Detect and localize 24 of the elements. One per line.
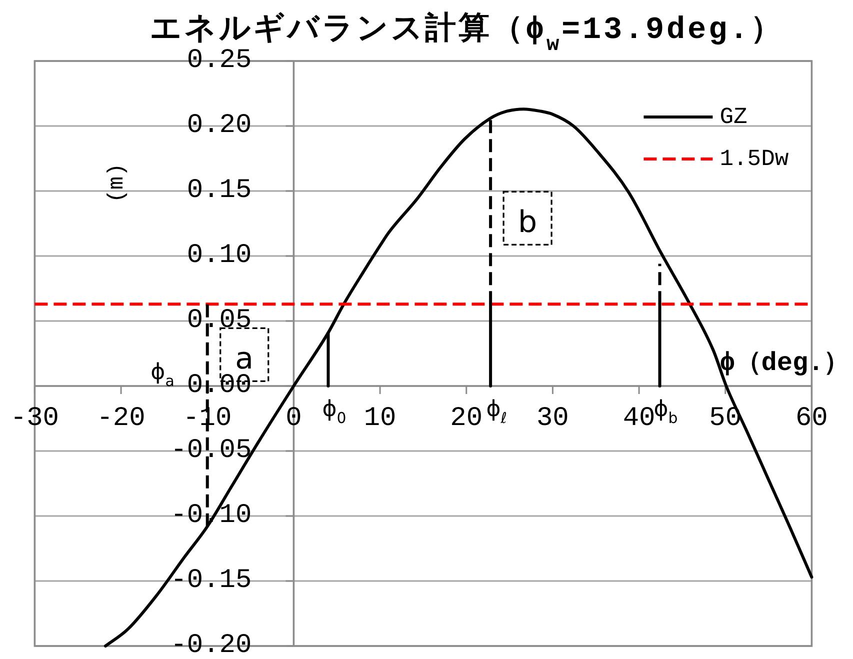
x-tick-label: 40 — [622, 404, 656, 434]
y-tick-label: 0.10 — [186, 241, 252, 271]
y-tick-label: 0.15 — [186, 176, 252, 206]
y-tick-label: 0.05 — [186, 306, 252, 336]
annotation: ϕ$_{ℓ}$ — [486, 396, 507, 427]
legend-label: 1.5Dw — [720, 146, 789, 172]
y-tick-label: -0.20 — [170, 631, 252, 659]
x-tick-label: 10 — [364, 404, 396, 434]
x-tick-label: -30 — [10, 404, 60, 434]
annotation: ϕ$_{0}$ — [322, 396, 346, 427]
x-tick-label: 30 — [536, 404, 569, 434]
x-tick-label: 60 — [795, 404, 828, 434]
y-tick-label: 0.20 — [186, 111, 252, 141]
legend-label: GZ — [720, 104, 748, 130]
x-tick-label: 20 — [450, 404, 483, 434]
y-axis-title: (m) — [104, 163, 130, 203]
annotation: b — [518, 204, 538, 240]
y-tick-label: -0.15 — [170, 566, 252, 596]
annotation: ϕ$_{b}$ — [654, 396, 678, 427]
x-tick-label: -20 — [96, 404, 146, 434]
annotation: ϕ$_{a}$ — [150, 360, 174, 390]
x-tick-label: 0 — [286, 404, 302, 434]
x-axis-title: ϕ（deg.） — [720, 348, 850, 378]
y-tick-label: -0.05 — [170, 436, 252, 466]
